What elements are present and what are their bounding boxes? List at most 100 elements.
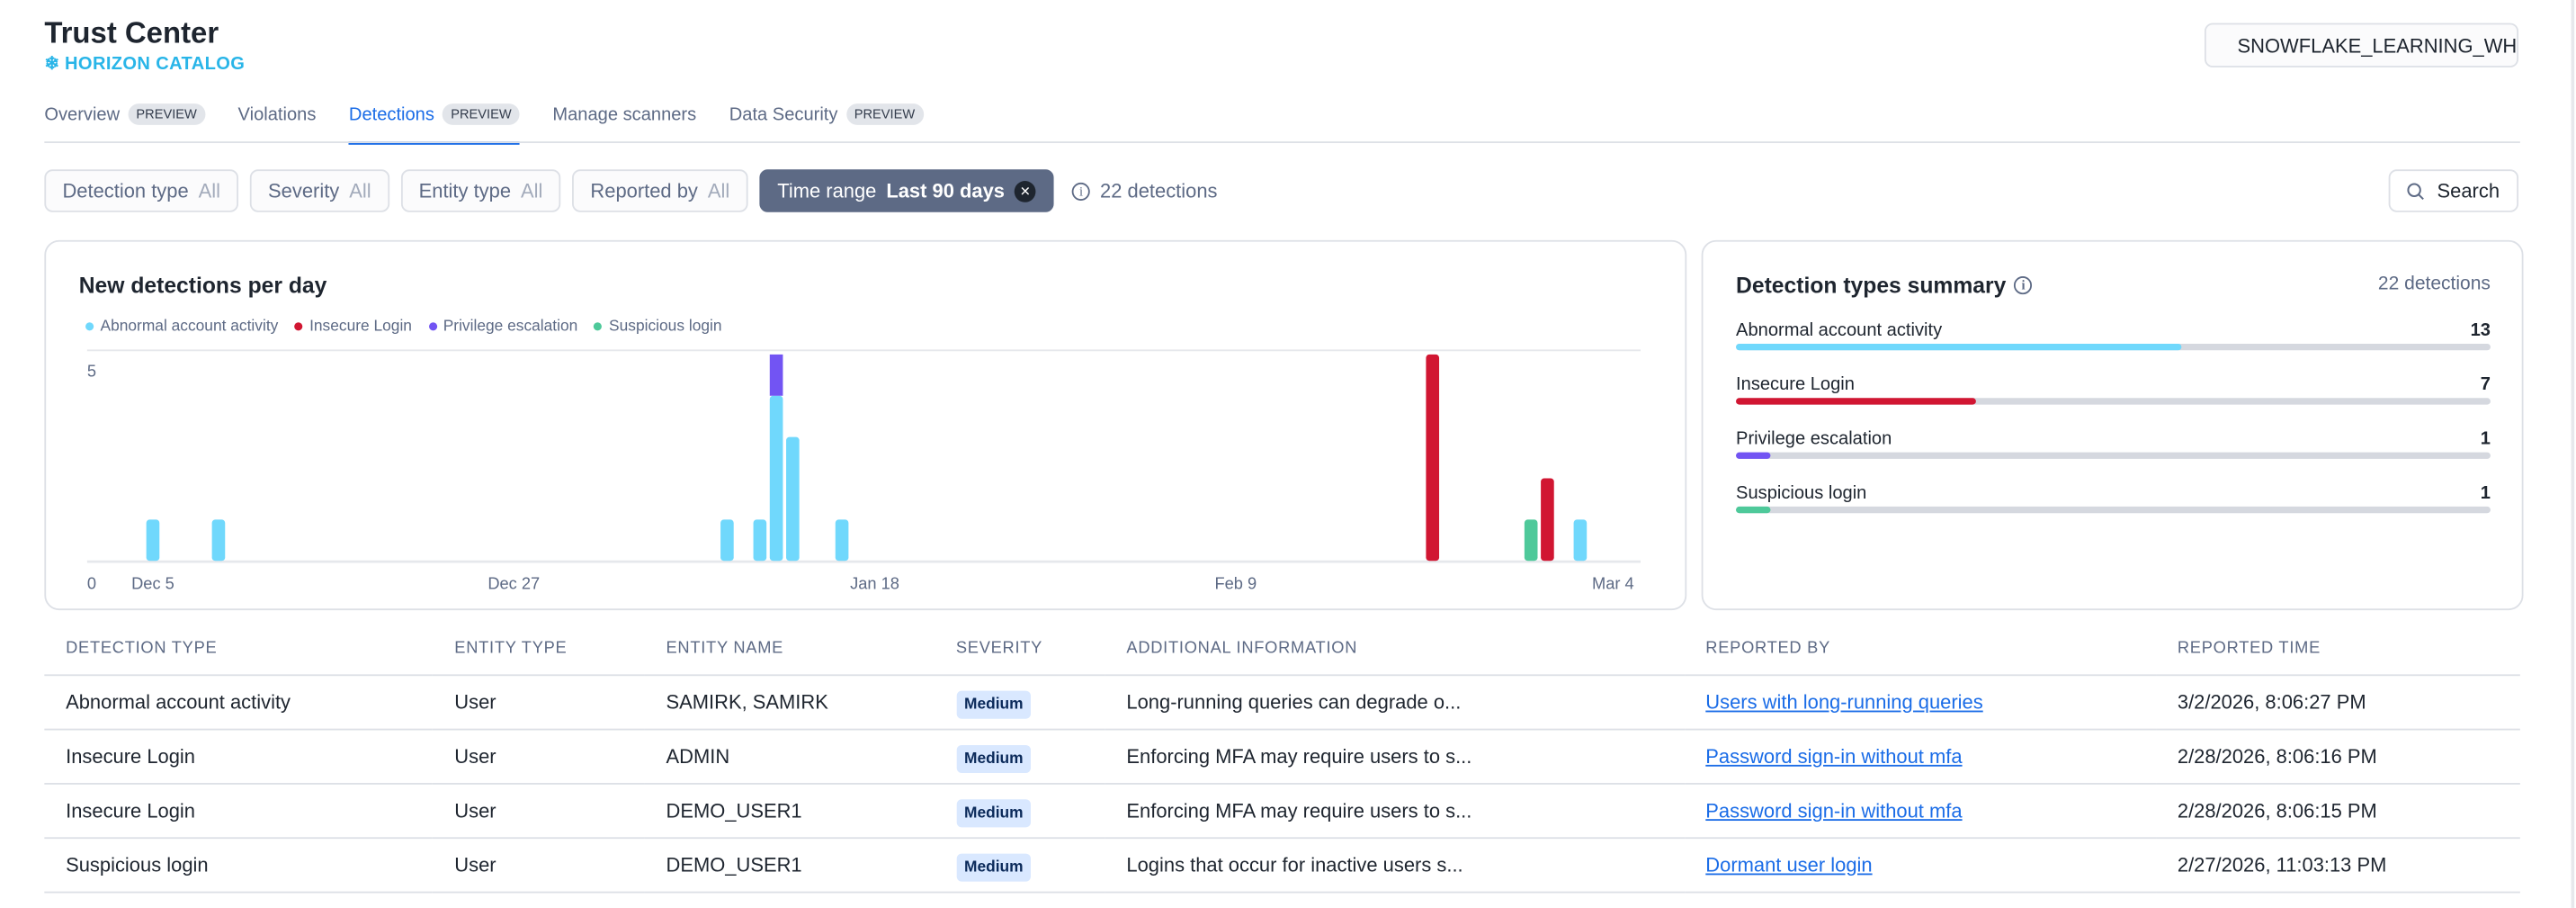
- filter-label: Severity: [268, 179, 340, 202]
- summary-label: Abnormal account activity: [1736, 320, 1943, 341]
- bar-abnormal-account-activity[interactable]: [769, 395, 783, 562]
- legend-item[interactable]: Privilege escalation: [428, 318, 577, 336]
- legend-item[interactable]: Insecure Login: [294, 318, 412, 336]
- x-tick-label: Dec 27: [487, 573, 540, 592]
- bar-suspicious-login[interactable]: [1524, 519, 1538, 562]
- detections-table: DETECTION TYPE ENTITY TYPE ENTITY NAME SEVE…: [44, 625, 2520, 893]
- summary-label: Suspicious login: [1736, 483, 1867, 504]
- summary-count: 1: [2480, 429, 2491, 449]
- column-header[interactable]: DETECTION TYPE: [44, 625, 434, 676]
- severity-badge: Medium: [955, 689, 1032, 718]
- scrollbar[interactable]: [2571, 0, 2575, 908]
- page-title: Trust Center: [44, 16, 219, 49]
- table-cell: Enforcing MFA may require users to s...: [1105, 728, 1685, 784]
- clear-filter-icon[interactable]: ✕: [1014, 180, 1036, 202]
- filter-value: All: [521, 179, 543, 202]
- table-cell: User: [433, 674, 645, 730]
- table-cell: User: [433, 837, 645, 893]
- summary-progress-bar: [1736, 398, 2491, 405]
- x-tick-label: Mar 4: [1592, 573, 1634, 592]
- reported-by-link[interactable]: Dormant user login: [1705, 852, 1873, 877]
- table-row[interactable]: Abnormal account activity User SAMIRK, SAM…: [44, 674, 2520, 730]
- bar-insecure-login[interactable]: [1541, 478, 1554, 562]
- warehouse-selector[interactable]: SNOWFLAKE_LEARNING_WH: [2204, 22, 2519, 67]
- table-cell: Medium: [935, 837, 1105, 893]
- summary-progress-bar: [1736, 343, 2491, 351]
- tab-label: Violations: [237, 104, 317, 125]
- preview-badge: PREVIEW: [128, 103, 206, 125]
- summary-count: 1: [2480, 483, 2491, 504]
- table-cell: Abnormal account activity: [44, 674, 434, 730]
- filter-detection-type[interactable]: Detection type All: [44, 169, 239, 212]
- bar-abnormal-account-activity[interactable]: [146, 519, 160, 562]
- filter-entity-type[interactable]: Entity type All: [400, 169, 561, 212]
- table-cell: Logins that occur for inactive users s..…: [1105, 837, 1685, 893]
- legend-label: Privilege escalation: [443, 317, 578, 336]
- filter-severity[interactable]: Severity All: [249, 169, 389, 212]
- legend-dot-icon: [294, 322, 303, 331]
- y-tick-label: 5: [87, 362, 96, 381]
- summary-count: 13: [2470, 320, 2491, 341]
- column-header[interactable]: REPORTED TIME: [2156, 625, 2520, 676]
- table-row[interactable]: Insecure Login User ADMIN Medium Enforcing M…: [44, 728, 2520, 784]
- table-cell: Suspicious login: [44, 837, 434, 893]
- table-cell: Medium: [935, 782, 1105, 839]
- table-cell: Insecure Login: [44, 728, 434, 784]
- tab-overview[interactable]: Overview PREVIEW: [44, 99, 206, 143]
- tab-data-security[interactable]: Data Security PREVIEW: [729, 99, 924, 143]
- table-cell: Insecure Login: [44, 782, 434, 839]
- summary-title-text: Detection types summary: [1736, 273, 2007, 298]
- tab-manage-scanners[interactable]: Manage scanners: [552, 99, 696, 143]
- filter-label: Time range: [777, 179, 877, 202]
- table-cell: Enforcing MFA may require users to s...: [1105, 782, 1685, 839]
- reported-by-link[interactable]: Password sign-in without mfa: [1705, 744, 1963, 768]
- filter-value: Last 90 days: [886, 179, 1006, 202]
- legend-item[interactable]: Suspicious login: [594, 318, 722, 336]
- bar-abnormal-account-activity[interactable]: [835, 519, 849, 562]
- chart-legend: Abnormal account activity Insecure Login P…: [85, 318, 722, 336]
- bar-privilege-escalation[interactable]: [769, 354, 783, 396]
- table-row[interactable]: Suspicious login User DEMO_USER1 Medium Logi…: [44, 837, 2520, 893]
- horizon-catalog-logo: ❄ HORIZON CATALOG: [44, 52, 245, 74]
- summary-progress-fill: [1736, 398, 1976, 405]
- bar-insecure-login[interactable]: [1426, 354, 1440, 562]
- warehouse-name: SNOWFLAKE_LEARNING_WH: [2237, 33, 2518, 58]
- summary-progress-fill: [1736, 452, 1771, 459]
- reported-by-link[interactable]: Users with long-running queries: [1705, 689, 1983, 714]
- filter-reported-by[interactable]: Reported by All: [572, 169, 748, 212]
- filter-label: Entity type: [418, 179, 512, 202]
- column-header[interactable]: REPORTED BY: [1684, 625, 2157, 676]
- bar-abnormal-account-activity[interactable]: [720, 519, 734, 562]
- table-cell: DEMO_USER1: [644, 837, 935, 893]
- search-label: Search: [2437, 179, 2500, 202]
- tab-label: Data Security: [729, 104, 838, 125]
- column-header[interactable]: ENTITY TYPE: [433, 625, 645, 676]
- table-cell: SAMIRK, SAMIRK: [644, 674, 935, 730]
- table-header: DETECTION TYPE ENTITY TYPE ENTITY NAME SEVE…: [44, 625, 2520, 676]
- severity-badge: Medium: [955, 852, 1032, 881]
- summary-progress-fill: [1736, 343, 2182, 351]
- search-button[interactable]: Search: [2388, 169, 2519, 212]
- reported-by-link[interactable]: Password sign-in without mfa: [1705, 798, 1963, 822]
- summary-progress-bar: [1736, 506, 2491, 514]
- info-icon[interactable]: i: [2014, 276, 2033, 295]
- brand-label: HORIZON CATALOG: [65, 53, 246, 74]
- column-header[interactable]: SEVERITY: [935, 625, 1105, 676]
- summary-title: Detection types summary i: [1736, 273, 2033, 298]
- bar-abnormal-account-activity[interactable]: [211, 519, 226, 562]
- bar-abnormal-account-activity[interactable]: [753, 519, 767, 562]
- bar-abnormal-account-activity[interactable]: [786, 436, 800, 562]
- table-row[interactable]: Insecure Login User DEMO_USER1 Medium Enforc…: [44, 782, 2520, 839]
- tab-detections[interactable]: Detections PREVIEW: [348, 99, 520, 145]
- detections-count: i 22 detections: [1071, 179, 1217, 202]
- severity-badge: Medium: [955, 744, 1032, 773]
- column-header[interactable]: ADDITIONAL INFORMATION: [1105, 625, 1685, 676]
- tab-violations[interactable]: Violations: [238, 99, 317, 143]
- filter-time-range[interactable]: Time range Last 90 days ✕: [759, 169, 1054, 212]
- column-header[interactable]: ENTITY NAME: [644, 625, 935, 676]
- table-cell: 2/27/2026, 11:03:13 PM: [2156, 837, 2520, 893]
- bar-abnormal-account-activity[interactable]: [1573, 519, 1588, 562]
- severity-badge: Medium: [955, 798, 1032, 827]
- legend-item[interactable]: Abnormal account activity: [85, 318, 278, 336]
- filter-label: Detection type: [62, 179, 189, 202]
